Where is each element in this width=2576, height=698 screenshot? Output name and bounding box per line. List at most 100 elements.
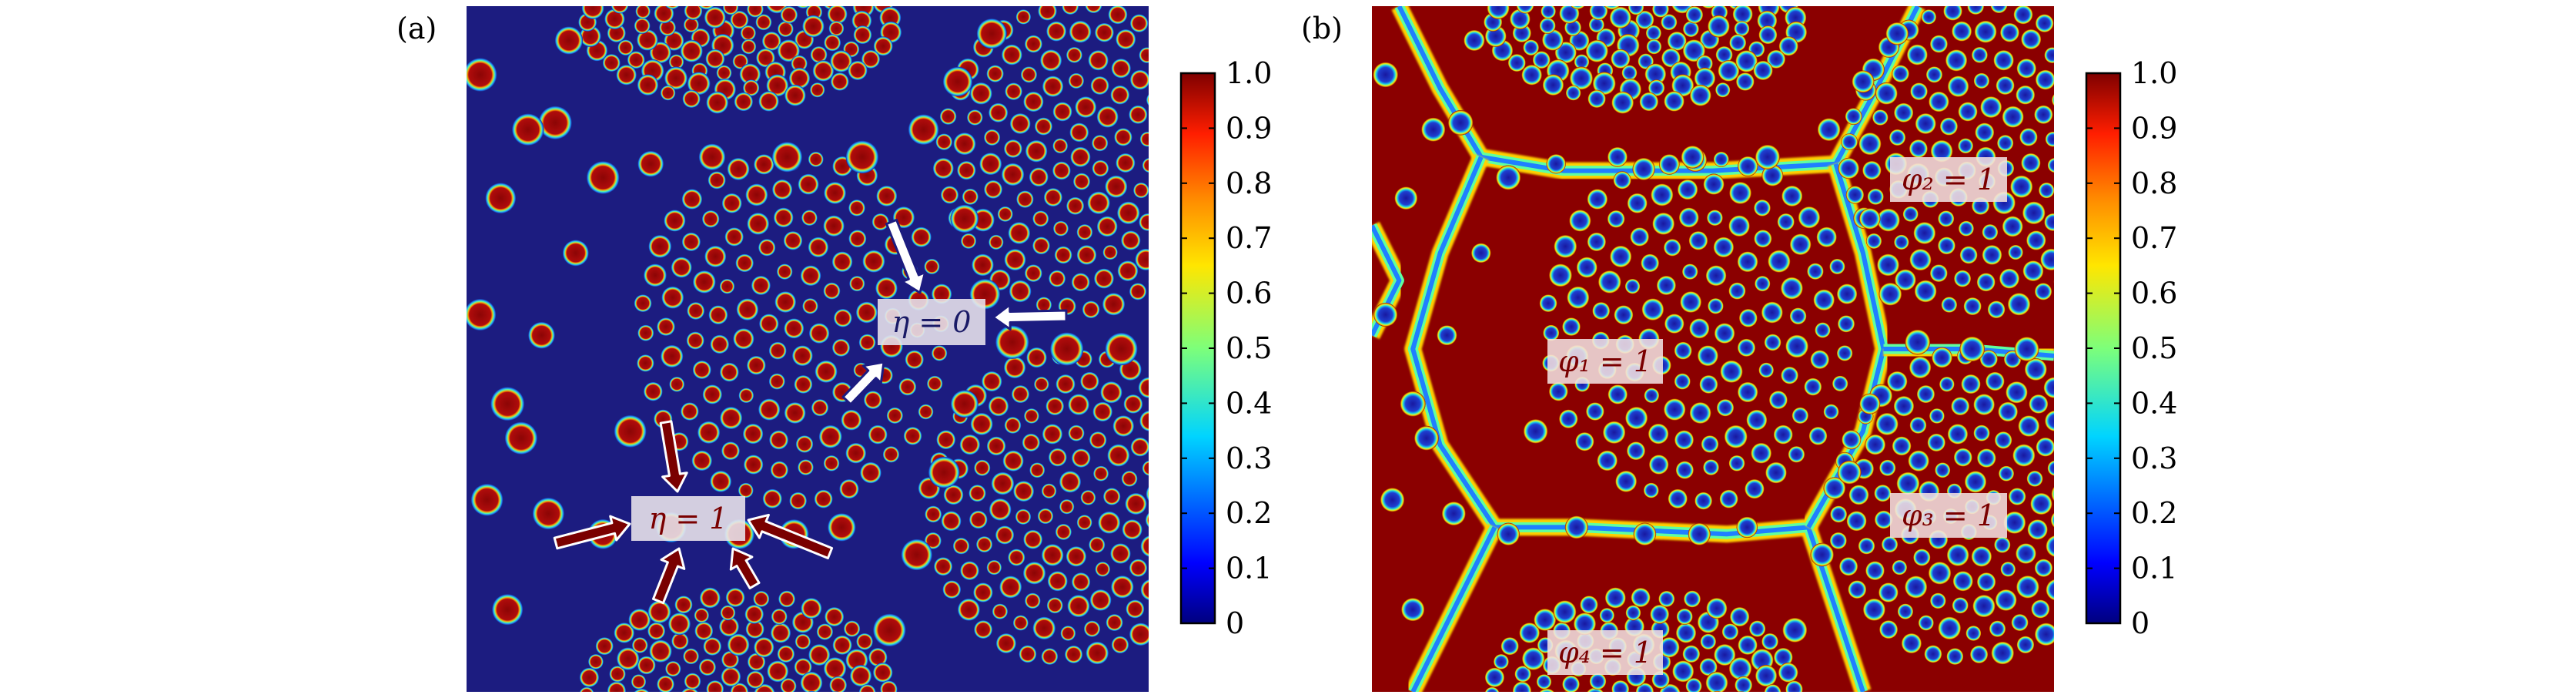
particle xyxy=(1394,186,1418,210)
particle xyxy=(1621,695,1638,698)
particle xyxy=(1754,230,1772,248)
particle xyxy=(1092,465,1109,482)
particle xyxy=(986,559,1002,576)
particle xyxy=(1628,6,1644,15)
particle xyxy=(802,297,818,314)
particle xyxy=(1153,29,1169,45)
particle xyxy=(1667,31,1687,51)
particle xyxy=(1066,196,1085,215)
particle xyxy=(1035,297,1052,313)
particle xyxy=(1441,502,1466,526)
particle xyxy=(660,85,676,101)
particle xyxy=(1635,10,1654,29)
particle xyxy=(758,239,776,257)
particle xyxy=(1105,175,1128,198)
particle xyxy=(933,557,953,576)
particle xyxy=(720,605,736,621)
particle xyxy=(1632,157,1655,180)
particle xyxy=(1972,594,1996,618)
particle xyxy=(1048,448,1067,467)
particle xyxy=(721,441,741,461)
particle xyxy=(1658,154,1680,175)
particle xyxy=(602,54,621,72)
colorbar-tick-label: 0.3 xyxy=(1226,441,1272,475)
particle xyxy=(640,0,655,5)
particle xyxy=(1729,34,1747,52)
particle xyxy=(1716,398,1735,417)
particle xyxy=(1039,49,1062,72)
particle xyxy=(1862,160,1882,180)
particle xyxy=(1841,133,1858,151)
particle xyxy=(1893,395,1915,417)
colorbar-tick-label: 0.6 xyxy=(1226,277,1272,310)
particle xyxy=(1015,9,1032,25)
particle xyxy=(637,354,654,372)
particle xyxy=(1682,39,1706,62)
particle xyxy=(1846,511,1867,532)
particle xyxy=(692,270,716,294)
particle xyxy=(831,251,853,273)
particle xyxy=(2058,230,2080,252)
particle xyxy=(697,421,721,444)
particle xyxy=(851,10,872,31)
particle xyxy=(2012,444,2036,467)
particle xyxy=(1043,187,1063,207)
particle xyxy=(1780,277,1803,300)
particle xyxy=(664,66,688,90)
particle xyxy=(1122,519,1142,540)
particle xyxy=(1878,282,1902,306)
particle xyxy=(1694,492,1713,510)
particle xyxy=(682,89,701,109)
particle xyxy=(1521,64,1542,86)
particle xyxy=(762,488,782,509)
colorbar-tick-label: 0.2 xyxy=(1226,496,1272,530)
particle xyxy=(1069,122,1089,143)
particle xyxy=(1823,404,1839,420)
particle xyxy=(2051,486,2054,502)
particle xyxy=(1909,139,1928,159)
particle xyxy=(739,63,761,86)
particle xyxy=(1689,84,1711,106)
particle xyxy=(470,483,503,516)
particle xyxy=(1867,188,1884,205)
particle xyxy=(1913,549,1931,566)
particle xyxy=(862,250,885,273)
particle xyxy=(942,66,973,97)
particle xyxy=(1927,433,1946,452)
particle xyxy=(1681,146,1705,169)
particle xyxy=(1071,273,1090,292)
particle xyxy=(771,179,793,200)
colorbar-tick-label: 0 xyxy=(1226,606,1244,640)
particle xyxy=(1675,622,1697,643)
particle xyxy=(616,647,640,670)
particle xyxy=(2010,175,2033,198)
particle xyxy=(1930,139,1953,163)
particle xyxy=(1110,575,1134,599)
particle xyxy=(848,230,867,248)
particle xyxy=(1808,426,1828,445)
particle xyxy=(1714,323,1735,344)
particle xyxy=(1567,286,1590,309)
particle xyxy=(1573,612,1597,636)
particle xyxy=(706,680,724,692)
particle xyxy=(1952,21,1972,42)
particle xyxy=(1998,465,2015,482)
particle xyxy=(795,435,814,453)
particle xyxy=(827,6,848,25)
particle xyxy=(1437,325,1457,346)
panel-a-label: (a) xyxy=(396,12,437,45)
particle xyxy=(1713,151,1729,167)
panel-b-grain-boundaries xyxy=(1372,6,2054,692)
particle xyxy=(667,612,691,636)
particle xyxy=(1897,603,1914,619)
particle xyxy=(1813,289,1835,311)
particle xyxy=(1129,622,1149,646)
particle xyxy=(1675,461,1694,479)
particle xyxy=(1447,110,1474,136)
particle xyxy=(2036,437,2054,457)
particle xyxy=(1781,366,1798,384)
particle xyxy=(1999,268,2020,289)
particle xyxy=(1674,341,1692,360)
particle xyxy=(2062,113,2085,136)
